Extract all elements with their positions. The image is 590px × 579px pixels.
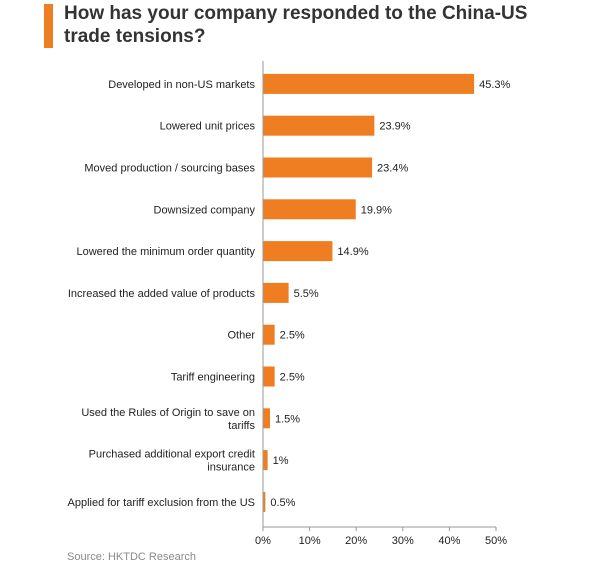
category-label: Moved production / sourcing bases [84,163,255,175]
data-label: 1.5% [275,413,300,425]
bar [263,282,289,303]
x-tick-label: 10% [299,535,321,547]
bar [263,408,270,429]
x-tick-label: 0% [255,535,271,547]
bar [263,73,475,94]
bar [263,450,268,471]
category-label: Lowered unit prices [160,121,256,133]
x-tick-label: 20% [345,535,367,547]
category-label: Applied for tariff exclusion from the US [68,497,256,509]
x-tick-label: 50% [485,535,507,547]
source-note: Source: HKTDC Research [67,551,196,563]
bar [263,115,375,136]
data-label: 23.4% [377,163,408,175]
data-label: 14.9% [337,246,368,258]
category-label: Developed in non-US markets [108,79,255,91]
category-label: Used the Rules of Origin to save on tarif… [81,407,255,432]
title-accent-bar [44,4,53,48]
category-label: Downsized company [154,204,256,216]
bar [263,199,356,220]
category-label: Other [227,330,255,342]
bar [263,366,275,387]
bar [263,324,275,345]
data-label: 23.9% [379,121,410,133]
x-tick-label: 40% [438,535,460,547]
data-label: 2.5% [280,372,305,384]
bar [263,241,333,262]
data-label: 1% [273,455,289,467]
bar [263,157,373,178]
chart-title: How has your company responded to the Ch… [64,3,528,47]
data-label: 5.5% [294,288,319,300]
category-label: Increased the added value of products [68,288,256,300]
data-label: 45.3% [479,79,510,91]
bar [263,491,266,512]
x-tick-label: 30% [392,535,414,547]
category-label: Tariff engineering [171,372,255,384]
data-label: 2.5% [280,330,305,342]
category-label: Purchased additional export credit insura… [89,449,255,474]
category-label: Lowered the minimum order quantity [76,246,255,258]
data-label: 19.9% [361,204,392,216]
data-label: 0.5% [270,497,295,509]
